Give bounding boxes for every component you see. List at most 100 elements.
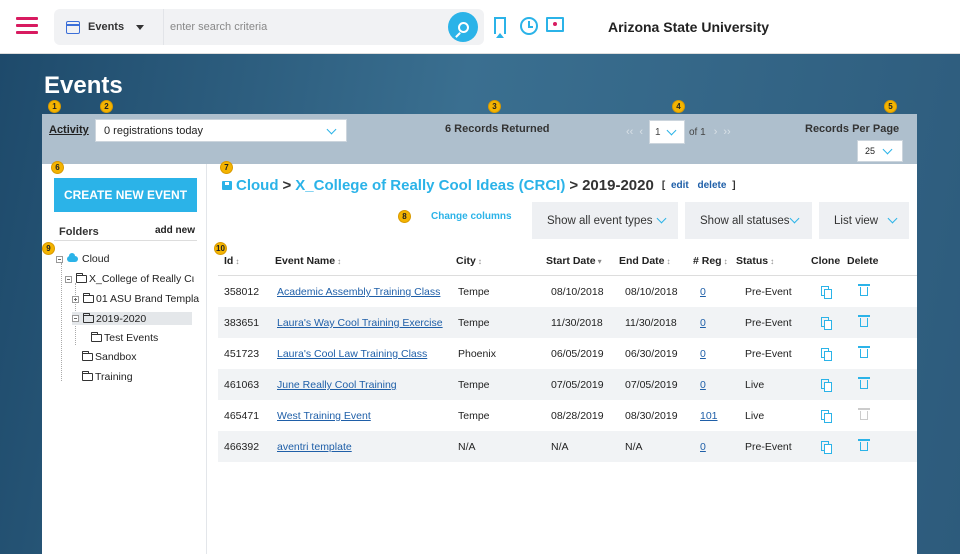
column-header-id[interactable]: Id ↕ [224, 255, 240, 267]
cell-status: Live [745, 410, 765, 422]
collapse-icon[interactable] [56, 255, 63, 263]
event-type-filter[interactable]: Show all event types [532, 202, 678, 239]
column-header-reg[interactable]: # Reg ↕ [693, 255, 728, 267]
folder-icon [91, 332, 102, 342]
clone-icon[interactable] [821, 317, 832, 330]
status-filter[interactable]: Show all statuses [685, 202, 812, 239]
collapse-icon[interactable] [65, 275, 72, 283]
edit-folder-link[interactable]: edit [670, 180, 689, 191]
cell-reg[interactable]: 0 [700, 317, 706, 329]
records-per-page-select[interactable]: 25 [857, 140, 903, 162]
cell-id: 383651 [224, 317, 260, 329]
view-selector[interactable]: List view [819, 202, 909, 239]
column-header-end-date[interactable]: End Date ↕ [619, 255, 671, 267]
chevron-down-icon [887, 213, 898, 224]
top-bar: Events Arizona State University [0, 0, 960, 54]
collapse-icon[interactable] [72, 315, 79, 322]
column-header-name[interactable]: Event Name ↕ [275, 255, 342, 267]
sort-icon: ↕ [666, 257, 671, 266]
cell-status: Pre-Event [745, 348, 792, 360]
cell-status: Pre-Event [745, 317, 792, 329]
cell-reg[interactable]: 0 [700, 348, 706, 360]
column-header-start-date[interactable]: Start Date ▾ [546, 255, 602, 267]
cell-reg[interactable]: 101 [700, 410, 718, 422]
clone-icon[interactable] [821, 441, 832, 454]
activity-select[interactable]: 0 registrations today [95, 119, 347, 142]
trash-icon[interactable] [858, 439, 870, 451]
page-value: 1 [655, 126, 661, 138]
clock-icon[interactable] [520, 17, 538, 35]
hamburger-icon[interactable] [16, 17, 38, 35]
divider [218, 275, 917, 276]
cell-city: Tempe [458, 379, 490, 391]
trash-icon[interactable] [858, 284, 870, 296]
trash-icon[interactable] [858, 377, 870, 389]
search-button[interactable] [448, 12, 478, 42]
trash-icon[interactable] [858, 346, 870, 358]
column-header-status[interactable]: Status ↕ [736, 255, 775, 267]
add-new-folder-link[interactable]: add new [155, 225, 196, 236]
chevron-down-icon [326, 124, 337, 135]
cell-reg[interactable]: 0 [700, 286, 706, 298]
folder-up-icon [222, 181, 232, 190]
prev-page-icon[interactable]: ‹ [639, 126, 643, 138]
tree-node-cloud[interactable]: Cloud [56, 253, 109, 265]
column-header-city[interactable]: City ↕ [456, 255, 482, 267]
clone-icon[interactable] [821, 286, 832, 299]
cell-event-name[interactable]: West Training Event [277, 410, 371, 422]
tree-node-test-events[interactable]: Test Events [91, 332, 158, 344]
cell-event-name[interactable]: aventri template [277, 441, 352, 453]
breadcrumb-root[interactable]: Cloud [236, 177, 279, 194]
table-row: 461063 June Really Cool Training Tempe 0… [218, 369, 917, 400]
tree-node-2019-2020[interactable]: 2019-2020 [72, 312, 192, 325]
tree-node-college[interactable]: X_College of Really Cι [65, 273, 194, 285]
event-type-value: Show all event types [547, 214, 653, 227]
search-input[interactable] [170, 17, 430, 37]
expand-icon[interactable] [72, 295, 79, 303]
create-new-event-button[interactable]: CREATE NEW EVENT [54, 178, 197, 212]
cell-city: N/A [458, 441, 476, 453]
cell-event-name[interactable]: Laura's Cool Law Training Class [277, 348, 428, 360]
clone-icon[interactable] [821, 410, 832, 423]
table-row: 383651 Laura's Way Cool Training Exercis… [218, 307, 917, 338]
sort-icon: ↕ [337, 257, 342, 266]
org-name: Arizona State University [608, 19, 770, 35]
tree-node-training[interactable]: Training [82, 371, 133, 383]
cell-reg[interactable]: 0 [700, 441, 706, 453]
first-page-icon[interactable]: ‹‹ [626, 126, 634, 138]
folder-user-icon[interactable] [546, 17, 564, 32]
status-filter-value: Show all statuses [700, 214, 790, 227]
cell-end-date: 11/30/2018 [625, 317, 677, 329]
tree-node-sandbox[interactable]: Sandbox [82, 351, 136, 363]
last-page-icon[interactable]: ›› [723, 126, 731, 138]
cell-status: Live [745, 379, 765, 391]
cell-event-name[interactable]: June Really Cool Training [277, 379, 397, 391]
callout-badge: 2 [100, 100, 113, 113]
clone-icon[interactable] [821, 379, 832, 392]
cell-start-date: 11/30/2018 [551, 317, 603, 329]
pager: ‹‹ ‹ 1 of 1 › ›› [626, 120, 737, 144]
cloud-icon [67, 253, 78, 262]
trash-icon[interactable] [858, 315, 870, 327]
tree-node-brand[interactable]: 01 ASU Brand Templa [72, 293, 199, 305]
tree-node-label: X_College of Really Cι [89, 273, 195, 285]
breadcrumb-college[interactable]: X_College of Really Cool Ideas (CRCI) [295, 177, 566, 194]
next-page-icon[interactable]: › [713, 126, 718, 138]
clone-icon[interactable] [821, 348, 832, 361]
bookmark-icon[interactable] [494, 17, 506, 38]
cell-reg[interactable]: 0 [700, 379, 706, 391]
module-selector[interactable]: Events [54, 9, 164, 45]
search-icon [457, 21, 469, 33]
cell-event-name[interactable]: Academic Assembly Training Class [277, 286, 441, 298]
change-columns-link[interactable]: Change columns [431, 211, 512, 222]
delete-folder-link[interactable]: delete [697, 180, 727, 191]
page-select[interactable]: 1 [649, 120, 685, 144]
view-value: List view [834, 214, 879, 227]
column-header-clone: Clone [811, 255, 841, 267]
folders-sidebar: CREATE NEW EVENT Folders add new Cloud X… [42, 164, 207, 554]
records-per-page-label: Records Per Page [805, 123, 900, 135]
sort-icon: ↕ [477, 257, 482, 266]
breadcrumb-separator: > [282, 177, 292, 194]
cell-event-name[interactable]: Laura's Way Cool Training Exercise [277, 317, 443, 329]
activity-label[interactable]: Activity [49, 124, 89, 136]
